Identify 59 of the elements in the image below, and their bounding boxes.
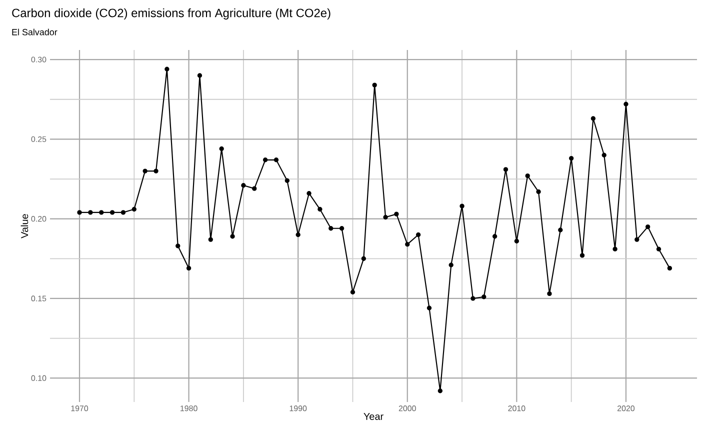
point bbox=[77, 210, 82, 215]
chart-subtitle: El Salvador bbox=[12, 28, 58, 36]
point bbox=[547, 291, 552, 296]
point bbox=[306, 191, 312, 196]
point bbox=[328, 226, 334, 231]
point bbox=[383, 214, 388, 220]
point bbox=[460, 204, 464, 208]
point bbox=[580, 253, 585, 258]
point bbox=[590, 116, 596, 121]
point bbox=[164, 66, 170, 72]
point bbox=[372, 82, 377, 88]
x-axis-title: Year bbox=[364, 413, 384, 420]
point bbox=[568, 156, 574, 161]
point bbox=[262, 158, 268, 162]
point bbox=[558, 228, 563, 232]
point bbox=[154, 168, 158, 174]
point bbox=[252, 186, 257, 191]
point bbox=[405, 242, 410, 247]
y-axis-title: Value bbox=[20, 214, 28, 238]
point bbox=[426, 306, 432, 310]
point bbox=[142, 168, 148, 174]
point bbox=[612, 246, 618, 252]
point bbox=[645, 224, 650, 230]
point bbox=[176, 244, 180, 248]
point bbox=[208, 237, 214, 242]
point bbox=[525, 173, 530, 178]
point bbox=[514, 238, 520, 244]
point bbox=[318, 206, 322, 212]
point bbox=[120, 210, 126, 215]
point bbox=[361, 256, 366, 261]
point bbox=[470, 296, 476, 301]
point bbox=[448, 262, 454, 268]
point bbox=[99, 210, 104, 215]
point bbox=[296, 232, 300, 238]
point bbox=[88, 210, 93, 215]
point bbox=[416, 232, 421, 238]
point bbox=[110, 210, 115, 215]
chart-title: Carbon dioxide (CO2) emissions from Agriculture (Mt CO2e) bbox=[12, 8, 330, 20]
point bbox=[394, 212, 399, 216]
point bbox=[186, 266, 192, 271]
point bbox=[656, 246, 662, 252]
point bbox=[132, 206, 136, 212]
point bbox=[634, 237, 640, 242]
point bbox=[438, 388, 443, 394]
point bbox=[624, 102, 628, 106]
point bbox=[219, 146, 224, 152]
point bbox=[602, 152, 606, 158]
point bbox=[536, 189, 541, 194]
point bbox=[667, 266, 672, 271]
point bbox=[482, 294, 486, 300]
point bbox=[339, 226, 344, 231]
point bbox=[230, 234, 235, 239]
point bbox=[274, 158, 279, 162]
point bbox=[492, 234, 498, 239]
point bbox=[241, 183, 246, 188]
point bbox=[197, 73, 202, 78]
point bbox=[503, 167, 508, 172]
point bbox=[284, 178, 290, 183]
point bbox=[350, 290, 356, 294]
